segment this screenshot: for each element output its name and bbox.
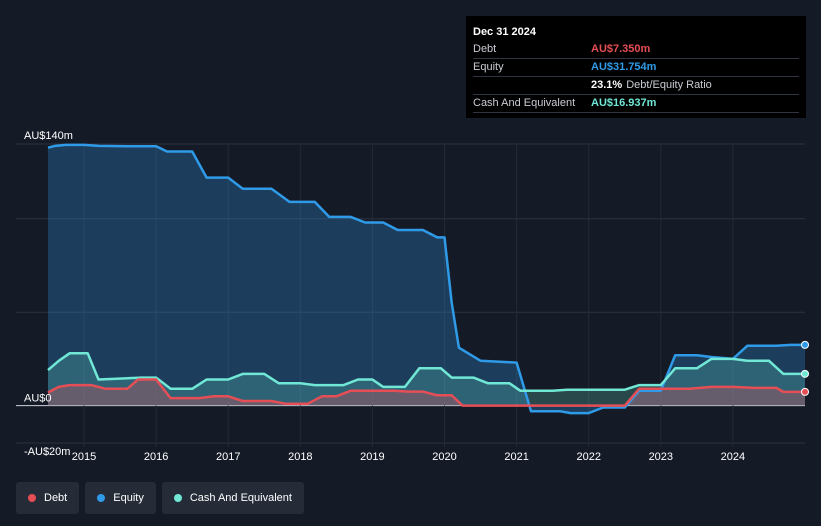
tooltip-row-debt: Debt AU$7.350m	[473, 41, 799, 59]
line-equity	[47, 143, 805, 415]
x-tick-label: 2022	[576, 451, 600, 463]
ratio-percent: 23.1%	[591, 79, 623, 91]
x-tick-label: 2023	[649, 451, 673, 463]
tooltip-date: Dec 31 2024	[473, 26, 536, 38]
tooltip-row-cash: Cash And Equivalent AU$16.937m	[473, 95, 799, 113]
tooltip-cash-label: Cash And Equivalent	[473, 97, 576, 109]
x-tick-label: 2018	[288, 451, 312, 463]
area-equity	[48, 144, 805, 414]
tooltip-ratio-label	[473, 77, 591, 94]
legend-equity-dot	[97, 494, 106, 502]
legend-item-debt[interactable]: Debt	[16, 482, 80, 514]
legend-equity-label: Equity	[113, 492, 144, 504]
marker-debt[interactable]	[801, 387, 809, 396]
x-tick-label: 2016	[144, 451, 168, 463]
chart-legend: Debt Equity Cash And Equivalent	[16, 482, 304, 514]
series-lines	[47, 143, 805, 415]
legend-debt-label: Debt	[44, 492, 68, 504]
series-end-markers	[801, 340, 809, 396]
y-tick-label: AU$140m	[24, 130, 73, 142]
legend-cash-label: Cash And Equivalent	[189, 492, 292, 504]
x-tick-label: 2020	[432, 451, 456, 463]
x-tick-label: 2021	[504, 451, 528, 463]
area-cash-and-equivalent	[48, 353, 805, 406]
grid-lines	[16, 143, 805, 447]
axis-labels: AU$140m AU$0 -AU$20m 2015 2016 2017 2018 2019 20…	[24, 130, 745, 463]
ratio-suffix: Debt/Equity Ratio	[626, 79, 712, 91]
legend-item-equity[interactable]: Equity	[85, 482, 156, 514]
x-tick-label: 2015	[72, 451, 96, 463]
marker-equity[interactable]	[801, 340, 809, 349]
x-tick-label: 2019	[360, 451, 384, 463]
line-cash-and-equivalent	[47, 352, 805, 392]
y-tick-label: AU$0	[24, 393, 52, 405]
tooltip-panel: Dec 31 2024 Debt AU$7.350m Equity AU$31.…	[466, 16, 806, 118]
x-tick-label: 2017	[216, 451, 240, 463]
legend-item-cash[interactable]: Cash And Equivalent	[161, 482, 304, 514]
tooltip-row-ratio: 23.1% Debt/Equity Ratio	[473, 77, 799, 95]
y-tick-label: -AU$20m	[24, 446, 70, 458]
line-debt	[47, 378, 805, 407]
tooltip-equity-label: Equity	[473, 61, 504, 73]
tooltip-debt-label: Debt	[473, 43, 497, 55]
legend-cash-dot	[173, 494, 182, 502]
tooltip-ratio-value: 23.1% Debt/Equity Ratio	[591, 77, 712, 94]
plot-background	[16, 144, 805, 443]
tooltip-equity-value: AU$31.754m	[591, 61, 657, 73]
tooltip-debt-value: AU$7.350m	[591, 43, 651, 55]
legend-debt-dot	[28, 494, 36, 502]
tooltip-cash-value: AU$16.937m	[591, 97, 657, 109]
x-tick-label: 2024	[721, 451, 745, 463]
tooltip-row-equity: Equity AU$31.754m	[473, 59, 799, 77]
marker-cash-and-equivalent[interactable]	[801, 369, 809, 378]
